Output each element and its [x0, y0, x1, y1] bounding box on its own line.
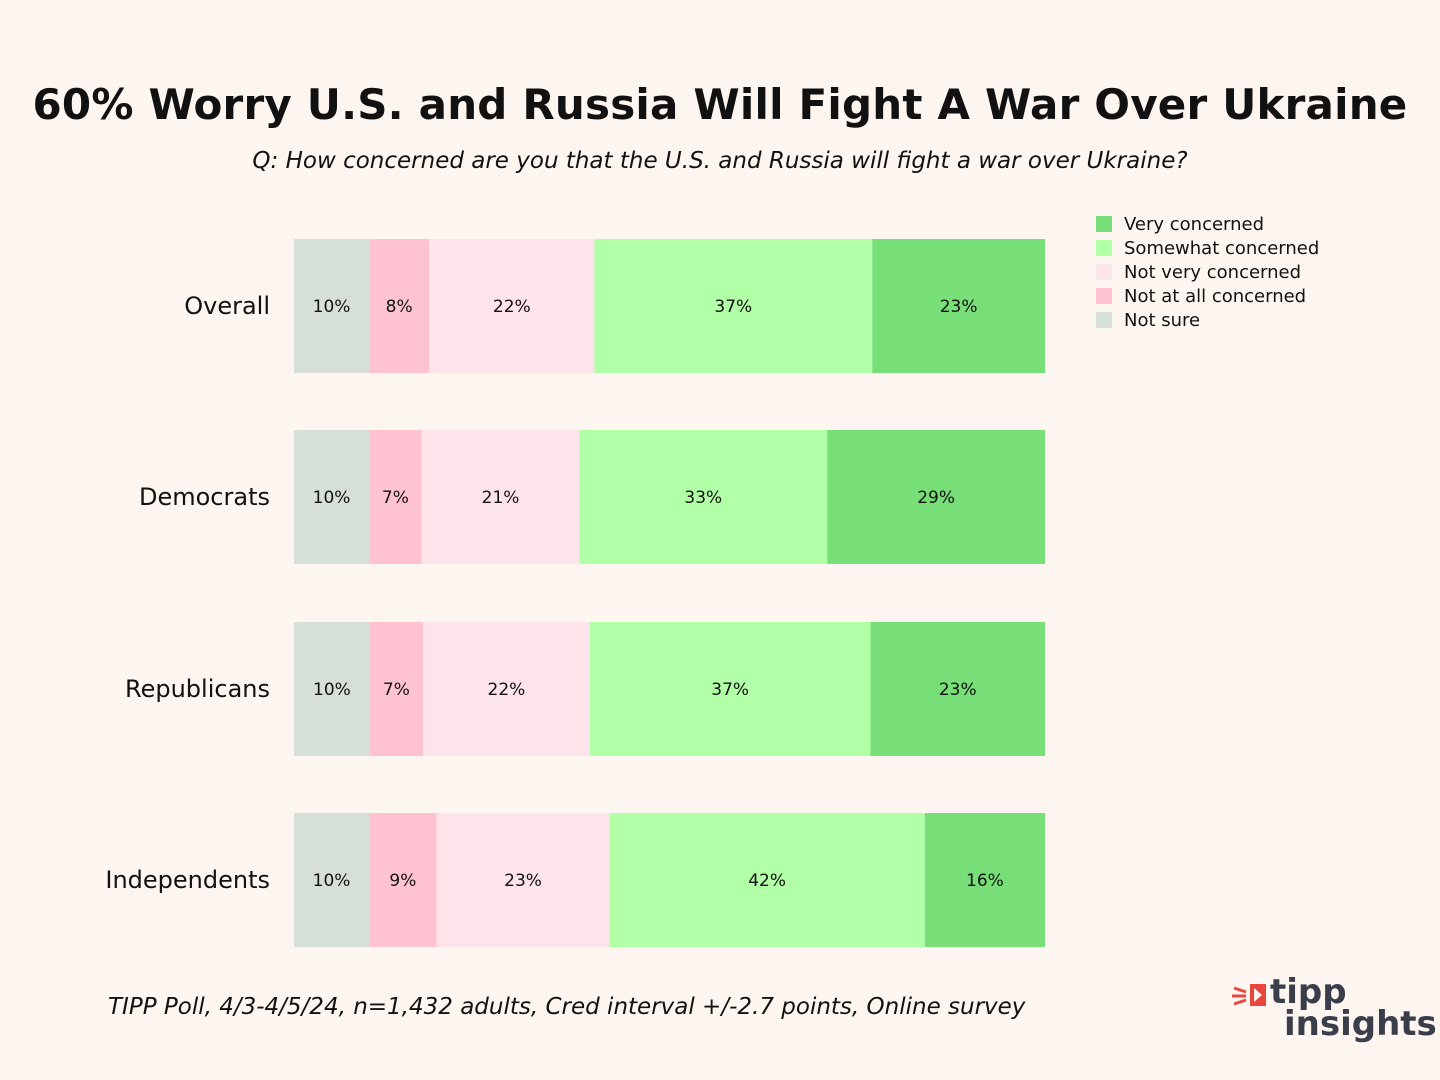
logo-text-insights: insights — [1284, 1004, 1437, 1044]
legend-swatch-not-at-all-concerned — [1096, 288, 1112, 304]
bar-segment-independents-not-very-concerned — [436, 813, 610, 947]
bar-segment-republicans-not-at-all-concerned — [369, 622, 423, 756]
bar-segment-overall-not-sure — [294, 239, 370, 373]
row-label-democrats: Democrats — [139, 483, 270, 511]
chart-footer-source: TIPP Poll, 4/3-4/5/24, n=1,432 adults, C… — [108, 994, 1026, 1020]
legend-label-not-very-concerned: Not very concerned — [1124, 261, 1302, 283]
data-label-republicans-very-concerned: 23% — [939, 680, 977, 700]
bar-segment-democrats-not-at-all-concerned — [369, 430, 422, 564]
bar-segment-independents-somewhat-concerned — [609, 813, 925, 947]
row-label-republicans: Republicans — [125, 675, 270, 703]
data-label-independents-not-sure: 10% — [313, 871, 351, 891]
legend-item-not-very-concerned: Not very concerned — [1096, 260, 1319, 284]
bar-segment-independents-very-concerned — [924, 813, 1045, 947]
legend-label-very-concerned: Very concerned — [1124, 213, 1265, 235]
legend-label-not-at-all-concerned: Not at all concerned — [1124, 285, 1307, 307]
data-label-overall-not-at-all-concerned: 8% — [386, 297, 413, 317]
data-label-independents-somewhat-concerned: 42% — [748, 871, 786, 891]
data-label-independents-very-concerned: 16% — [966, 871, 1004, 891]
bar-segment-overall-not-very-concerned — [429, 239, 595, 373]
data-label-independents-not-at-all-concerned: 9% — [389, 871, 416, 891]
chart-subtitle: Q: How concerned are you that the U.S. a… — [252, 148, 1188, 174]
data-label-democrats-not-very-concerned: 21% — [482, 488, 520, 508]
data-label-independents-not-very-concerned: 23% — [504, 871, 542, 891]
bar-segment-republicans-not-very-concerned — [422, 622, 590, 756]
legend-label-not-sure: Not sure — [1124, 309, 1201, 331]
chart-title: 60% Worry U.S. and Russia Will Fight A W… — [32, 80, 1408, 129]
legend-label-somewhat-concerned: Somewhat concerned — [1124, 237, 1320, 259]
logo-mark-icon — [1232, 984, 1266, 1006]
chart-legend: Very concerned Somewhat concerned Not very… — [1096, 212, 1319, 332]
legend-item-not-at-all-concerned: Not at all concerned — [1096, 284, 1319, 308]
bar-segment-republicans-somewhat-concerned — [589, 622, 871, 756]
data-label-overall-somewhat-concerned: 37% — [714, 297, 752, 317]
data-label-republicans-not-sure: 10% — [313, 680, 351, 700]
legend-swatch-not-very-concerned — [1096, 264, 1112, 280]
logo-text-tipp: tipp — [1270, 972, 1347, 1012]
legend-item-somewhat-concerned: Somewhat concerned — [1096, 236, 1319, 260]
bar-segment-democrats-not-sure — [294, 430, 370, 564]
bar-segment-independents-not-at-all-concerned — [369, 813, 437, 947]
bar-segment-democrats-somewhat-concerned — [579, 430, 828, 564]
data-label-overall-very-concerned: 23% — [940, 297, 978, 317]
bar-segment-overall-very-concerned — [872, 239, 1045, 373]
data-label-democrats-very-concerned: 29% — [917, 488, 955, 508]
row-label-independents: Independents — [105, 866, 270, 894]
data-label-democrats-not-sure: 10% — [313, 488, 351, 508]
bar-segment-overall-somewhat-concerned — [594, 239, 873, 373]
data-label-republicans-not-at-all-concerned: 7% — [383, 680, 410, 700]
bar-segment-independents-not-sure — [294, 813, 370, 947]
legend-item-very-concerned: Very concerned — [1096, 212, 1319, 236]
row-label-overall: Overall — [184, 292, 270, 320]
data-label-overall-not-very-concerned: 22% — [493, 297, 531, 317]
data-label-democrats-somewhat-concerned: 33% — [684, 488, 722, 508]
bar-segment-republicans-not-sure — [294, 622, 370, 756]
data-label-republicans-somewhat-concerned: 37% — [711, 680, 749, 700]
bar-segment-democrats-not-very-concerned — [421, 430, 580, 564]
bar-segment-democrats-very-concerned — [827, 430, 1045, 564]
data-label-republicans-not-very-concerned: 22% — [488, 680, 526, 700]
legend-swatch-very-concerned — [1096, 216, 1112, 232]
data-label-overall-not-sure: 10% — [313, 297, 351, 317]
legend-item-not-sure: Not sure — [1096, 308, 1319, 332]
tipp-insights-logo: tipp insights — [1232, 972, 1437, 1048]
bar-segment-republicans-very-concerned — [870, 622, 1045, 756]
data-label-democrats-not-at-all-concerned: 7% — [382, 488, 409, 508]
legend-swatch-not-sure — [1096, 312, 1112, 328]
bar-segment-overall-not-at-all-concerned — [369, 239, 430, 373]
legend-swatch-somewhat-concerned — [1096, 240, 1112, 256]
